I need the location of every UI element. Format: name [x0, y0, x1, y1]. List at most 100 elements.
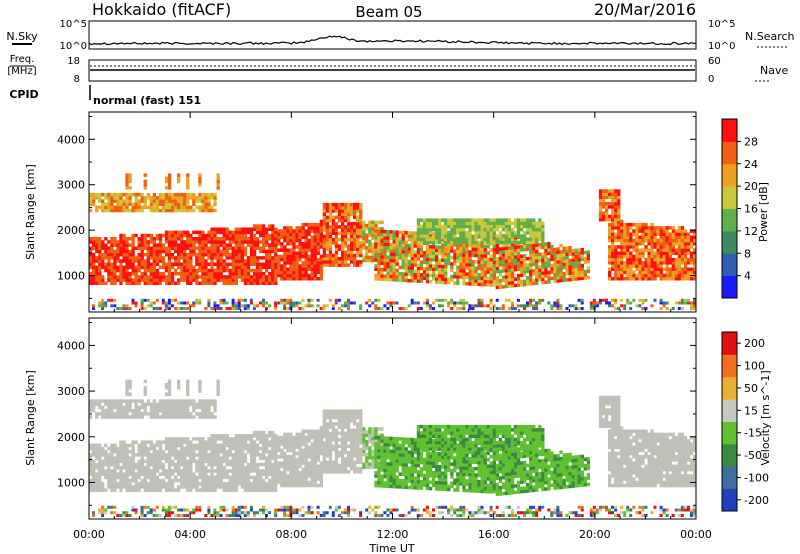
power-cell [492, 273, 496, 277]
power-cell [513, 242, 518, 246]
velocity-cell [198, 462, 202, 467]
power-cell [183, 233, 187, 238]
power-cell [131, 301, 135, 305]
power-cell [644, 264, 648, 268]
velocity-cell [210, 462, 214, 467]
velocity-cell [210, 453, 214, 457]
power-cell [216, 272, 220, 276]
power-cell [635, 229, 639, 233]
power-cell [319, 307, 323, 310]
power-cell [340, 212, 345, 216]
power-cell [413, 250, 417, 254]
power-cell [337, 206, 342, 210]
power-cell [98, 265, 102, 270]
power-cell [158, 278, 163, 282]
power-cell [231, 281, 235, 285]
power-cell [167, 208, 172, 213]
power-cell [510, 265, 515, 269]
power-cell [444, 218, 448, 222]
power-cell [529, 253, 533, 257]
power-cell [353, 215, 357, 220]
power-cell [468, 221, 472, 225]
velocity-cell [198, 472, 202, 476]
power-cell [659, 229, 663, 233]
power-cell [246, 281, 251, 285]
power-cell [435, 245, 439, 249]
power-cell [262, 301, 265, 305]
velocity-cell [131, 399, 135, 403]
power-cell [334, 225, 339, 229]
power-cell [152, 272, 156, 276]
power-cell [149, 202, 153, 206]
power-cell [271, 278, 275, 282]
power-cell [395, 233, 399, 238]
power-cell [435, 274, 439, 278]
power-cell [228, 256, 232, 260]
velocity-cell [110, 478, 114, 483]
power-cell [638, 261, 642, 265]
power-cell [416, 218, 421, 222]
power-cell [465, 275, 469, 280]
power-cell [183, 192, 187, 197]
power-cell [295, 238, 299, 243]
power-cell [450, 243, 454, 247]
power-cell [510, 234, 515, 238]
power-cell [192, 249, 196, 254]
power-cell [480, 247, 484, 252]
power-cell [92, 272, 96, 276]
velocity-cell [225, 443, 229, 448]
velocity-cell [164, 392, 169, 396]
power-cell [149, 199, 153, 203]
power-cell [611, 202, 615, 206]
power-cell [298, 254, 302, 259]
power-cell [134, 275, 138, 279]
power-cell [456, 237, 460, 241]
power-cell [556, 272, 560, 277]
power-cell [161, 265, 166, 270]
velocity-cell [95, 450, 99, 454]
power-cell [101, 256, 105, 260]
power-cell [231, 304, 235, 308]
power-cell [614, 264, 618, 268]
velocity-cell [113, 456, 117, 460]
power-cell [89, 281, 93, 285]
power-cell [164, 205, 169, 210]
velocity-cell [164, 488, 169, 492]
power-cell [228, 233, 232, 238]
power-cell [432, 248, 436, 252]
power-cell [668, 261, 672, 265]
power-cell [462, 253, 466, 257]
power-cell [189, 272, 193, 276]
power-cell [89, 275, 93, 279]
power-cell [137, 202, 141, 206]
velocity-cell [146, 469, 150, 473]
power-cell [480, 257, 484, 261]
power-cell [495, 307, 499, 310]
power-cell [438, 258, 442, 262]
velocity-cell [146, 466, 150, 470]
velocity-cell [240, 472, 245, 476]
power-cell [441, 271, 445, 275]
power-cell [413, 253, 417, 258]
power-cell [608, 245, 612, 249]
power-cell [404, 250, 408, 254]
power-cell [143, 199, 147, 203]
velocity-cell [119, 412, 123, 416]
power-cell [322, 241, 326, 245]
power-cell [313, 251, 317, 255]
power-cell [623, 238, 627, 243]
power-cell [146, 246, 150, 250]
velocity-cell [219, 478, 223, 483]
power-cell [322, 263, 326, 267]
power-cell [374, 229, 378, 233]
power-cell [155, 281, 160, 285]
velocity-cell [234, 446, 238, 451]
velocity-cell [155, 485, 160, 489]
power-cell [693, 232, 697, 236]
power-cell [180, 262, 184, 266]
power-cell [644, 229, 648, 233]
velocity-cell [231, 488, 235, 492]
power-cell [304, 245, 308, 249]
power-cell [413, 272, 417, 277]
power-cell [541, 298, 545, 302]
